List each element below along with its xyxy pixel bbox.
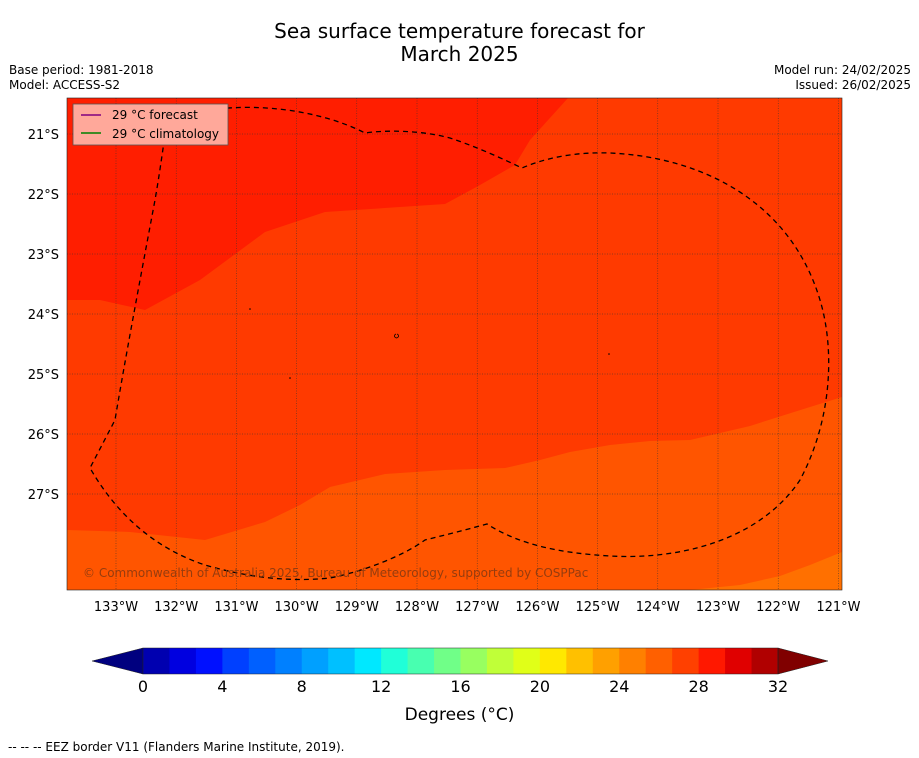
temperature-field: © Commonwealth of Australia 2025, Bureau… [67, 98, 842, 590]
latitude-label: 24°S [28, 308, 59, 323]
colorbar-segment [698, 648, 726, 674]
legend-box [72, 103, 229, 146]
colorbar-min-arrow [91, 647, 144, 675]
latitude-label: 23°S [28, 248, 59, 263]
colorbar-segment [513, 648, 541, 674]
latitude-labels: 21°S 22°S 23°S 24°S 25°S 26°S 27°S [28, 128, 59, 503]
chart-title-line1: Sea surface temperature forecast for [274, 19, 645, 43]
colorbar-label: Degrees (°C) [404, 705, 515, 725]
longitude-label: 129°W [335, 600, 379, 615]
longitude-label: 122°W [756, 600, 800, 615]
copyright-notice: © Commonwealth of Australia 2025, Bureau… [83, 566, 588, 580]
latitude-label: 21°S [28, 128, 59, 143]
longitude-label: 130°W [275, 600, 319, 615]
colorbar-tick-label: 12 [371, 677, 391, 696]
colorbar-segment [460, 648, 488, 674]
colorbar-segment [143, 648, 170, 674]
issued-date: Issued: 26/02/2025 [795, 78, 911, 92]
island-dot [289, 377, 291, 379]
colorbar-segment [275, 648, 303, 674]
eez-footnote: -- -- -- EEZ border V11 (Flanders Marine… [8, 740, 345, 754]
longitude-label: 131°W [214, 600, 258, 615]
legend-forecast-label: 29 °C forecast [112, 108, 198, 122]
colorbar-max-arrow [777, 647, 829, 675]
colorbar-segment [645, 648, 673, 674]
colorbar-tick-label: 16 [450, 677, 470, 696]
longitude-label: 132°W [154, 600, 198, 615]
colorbar-tick-label: 20 [530, 677, 550, 696]
island-marker [394, 333, 399, 339]
latitude-label: 25°S [28, 368, 59, 383]
graticule [67, 98, 842, 590]
base-period: Base period: 1981-2018 [9, 63, 154, 77]
eez-border [89, 106, 830, 581]
map-legend: 29 °C forecast 29 °C climatology [72, 103, 229, 146]
colorbar-segment [434, 648, 461, 674]
colorbar-tick-label: 28 [688, 677, 708, 696]
longitude-label: 121°W [816, 600, 860, 615]
latitude-label: 27°S [28, 488, 59, 503]
colorbar-frame [142, 647, 779, 675]
longitude-label: 127°W [455, 600, 499, 615]
colorbar-segment [248, 648, 276, 674]
colorbar-segment [354, 648, 382, 674]
model-run: Model run: 24/02/2025 [773, 63, 911, 77]
colorbar-segment [672, 648, 700, 674]
colorbar-segment [195, 648, 223, 674]
colorbar-segment [725, 648, 753, 674]
colorbar-segment [619, 648, 647, 674]
colorbar-segment [566, 648, 594, 674]
colorbar-tick-label: 0 [138, 677, 148, 696]
island-dot [249, 308, 251, 310]
colorbar-segment [539, 648, 567, 674]
field-band-t28 [690, 552, 842, 590]
colorbar-segment [328, 648, 356, 674]
colorbar-segment [751, 648, 779, 674]
latitude-label: 22°S [28, 188, 59, 203]
colorbar-tick-label: 4 [217, 677, 227, 696]
legend-climatology-label: 29 °C climatology [112, 127, 219, 141]
longitude-labels: 133°W 132°W 131°W 130°W 129°W 128°W 127°W 126°W… [94, 600, 861, 615]
longitude-label: 128°W [395, 600, 439, 615]
model-name: Model: ACCESS-S2 [9, 78, 121, 92]
latitude-label: 26°S [28, 428, 59, 443]
colorbar: 0 4 8 12 16 20 24 28 32 [91, 647, 829, 696]
longitude-label: 124°W [636, 600, 680, 615]
colorbar-tick-label: 32 [768, 677, 788, 696]
colorbar-tick-label: 24 [609, 677, 629, 696]
chart-title-line2: March 2025 [400, 42, 519, 66]
field-band-t29 [67, 397, 842, 590]
longitude-label: 126°W [515, 600, 559, 615]
colorbar-segment [486, 648, 514, 674]
colorbar-segment [301, 648, 329, 674]
colorbar-segment [592, 648, 620, 674]
colorbar-segment [169, 648, 197, 674]
map-frame [66, 97, 843, 591]
sst-map: © Commonwealth of Australia 2025, Bureau… [28, 97, 861, 696]
longitude-label: 133°W [94, 600, 138, 615]
colorbar-segment [407, 648, 435, 674]
island-dot [608, 353, 610, 355]
longitude-label: 123°W [696, 600, 740, 615]
colorbar-tick-label: 8 [297, 677, 307, 696]
colorbar-segment [381, 648, 409, 674]
colorbar-segment [222, 648, 250, 674]
longitude-label: 125°W [576, 600, 620, 615]
